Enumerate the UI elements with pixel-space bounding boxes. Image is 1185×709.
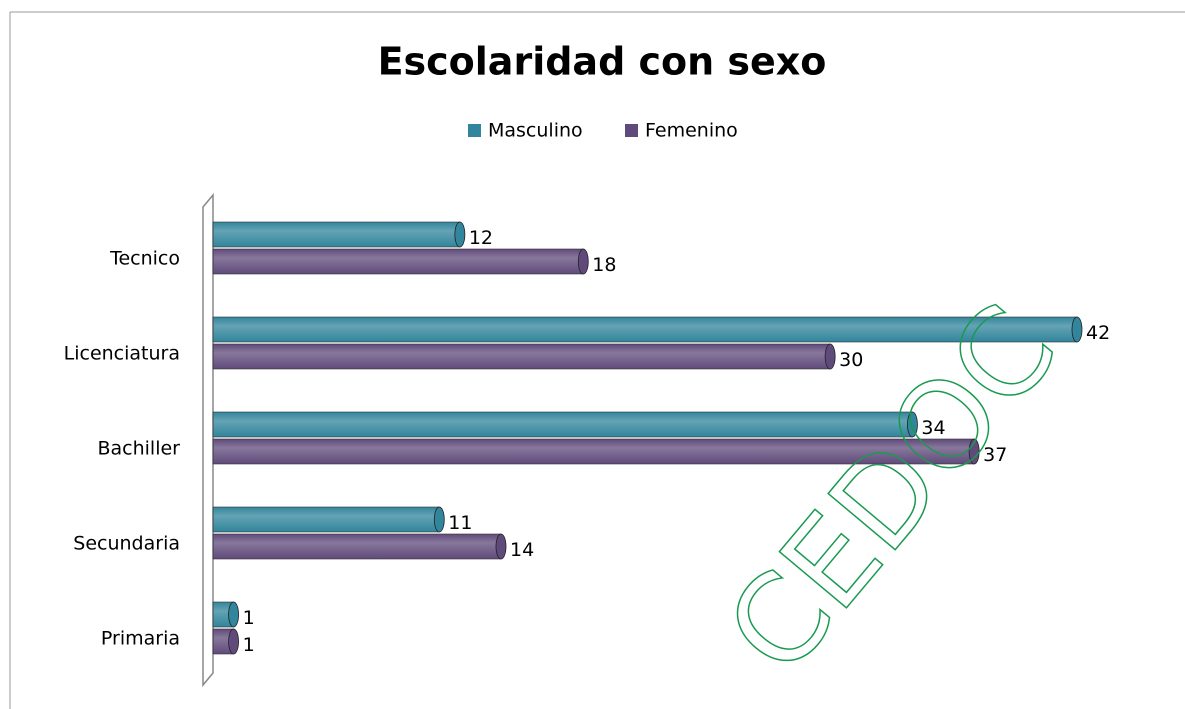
bar-body [212, 221, 461, 248]
data-label: 14 [510, 539, 534, 561]
bar-cap [968, 438, 980, 465]
bar [212, 221, 466, 248]
bar-cap [454, 221, 466, 248]
data-label: 42 [1086, 322, 1110, 344]
bar [212, 343, 836, 370]
data-label: 12 [469, 227, 493, 249]
y-tick-label: Primaria [101, 628, 180, 650]
legend-label: Masculino [488, 120, 583, 142]
data-label: 1 [243, 607, 255, 629]
bar [212, 316, 1083, 343]
bar-body [212, 506, 440, 533]
bar-cap [1071, 316, 1083, 343]
bar-cap [824, 343, 836, 370]
bar-body [212, 343, 831, 370]
bar [212, 248, 589, 275]
y-tick-label: Licenciatura [64, 343, 180, 365]
bar-body [212, 411, 913, 438]
axis-wall [202, 192, 214, 688]
y-tick-label: Tecnico [109, 248, 180, 270]
bar [212, 601, 239, 628]
y-tick-label: Bachiller [97, 438, 180, 460]
legend-swatch [625, 124, 638, 137]
bar [212, 438, 980, 465]
bar-cap [228, 601, 239, 628]
bar-body [212, 316, 1078, 343]
bar [212, 506, 445, 533]
bar [212, 628, 239, 655]
bar-cap [495, 533, 507, 560]
chart-title: Escolaridad con sexo [378, 40, 827, 84]
data-label: 30 [839, 349, 863, 371]
bar-cap [228, 628, 239, 655]
y-tick-label: Secundaria [73, 533, 180, 555]
bar-cap [907, 411, 918, 438]
data-label: 34 [921, 417, 945, 439]
bar [212, 533, 507, 560]
bar [212, 411, 918, 438]
bar-body [212, 248, 584, 275]
data-label: 1 [243, 634, 255, 656]
bar-cap [577, 248, 589, 275]
legend-swatch [468, 124, 481, 137]
data-label: 37 [983, 444, 1007, 466]
legend-label: Femenino [645, 120, 738, 142]
data-label: 11 [448, 512, 472, 534]
data-label: 18 [592, 254, 616, 276]
watermark: CEDOC [701, 281, 1084, 700]
bar-cap [433, 506, 445, 533]
bar-body [212, 533, 502, 560]
